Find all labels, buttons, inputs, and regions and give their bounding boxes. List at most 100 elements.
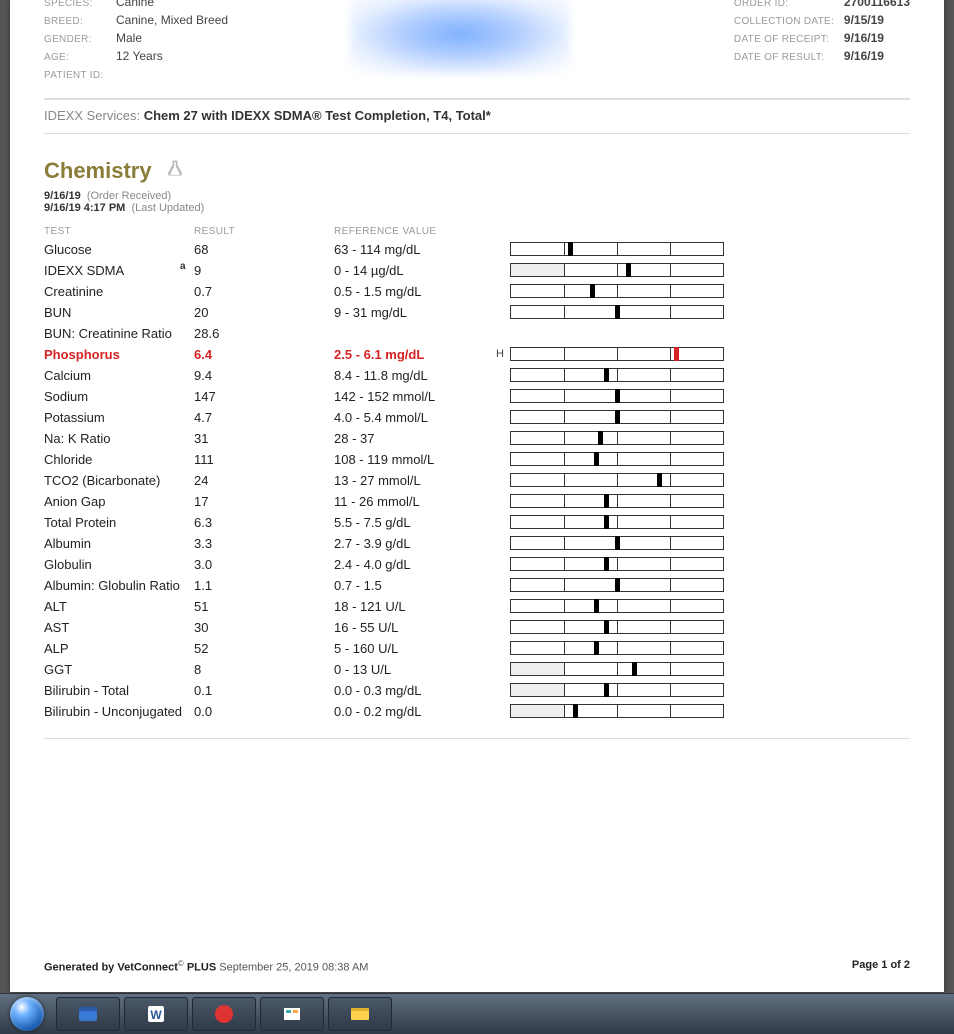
- test-reference: 0.0 - 0.3 mg/dL: [334, 683, 494, 698]
- test-reference: 108 - 119 mmol/L: [334, 452, 494, 467]
- value-marker: [604, 620, 609, 634]
- value-marker: [598, 431, 603, 445]
- test-result: 0.7: [194, 284, 334, 299]
- test-result: 31: [194, 431, 334, 446]
- orderid-value: 2700116613: [844, 0, 910, 9]
- test-result: 3.0: [194, 557, 334, 572]
- test-reference: 2.7 - 3.9 g/dL: [334, 536, 494, 551]
- test-name: Anion Gap: [44, 494, 194, 509]
- test-reference: 5 - 160 U/L: [334, 641, 494, 656]
- range-bar: [510, 473, 724, 487]
- patientid-label: PATIENT ID:: [44, 67, 116, 84]
- test-reference: 63 - 114 mg/dL: [334, 242, 494, 257]
- section-meta: 9/16/19 (Order Received) 9/16/19 4:17 PM…: [44, 190, 910, 214]
- range-bar-wrap: [494, 515, 724, 529]
- test-name: Glucose: [44, 242, 194, 257]
- range-bar: [510, 347, 724, 361]
- test-name: Globulin: [44, 557, 194, 572]
- test-reference: 16 - 55 U/L: [334, 620, 494, 635]
- test-result: 0.1: [194, 683, 334, 698]
- range-bar: [510, 368, 724, 382]
- range-bar: [510, 599, 724, 613]
- th-ref: REFERENCE VALUE: [334, 226, 494, 237]
- table-row: Albumin: Globulin Ratio1.10.7 - 1.5: [44, 575, 910, 596]
- th-result: RESULT: [194, 226, 334, 237]
- section-title: Chemistry: [44, 158, 910, 184]
- test-result: 68: [194, 242, 334, 257]
- range-bar: [510, 683, 724, 697]
- table-row: ALP525 - 160 U/L: [44, 638, 910, 659]
- range-bar-wrap: [494, 452, 724, 466]
- test-result: 6.4: [194, 347, 334, 362]
- value-marker: [594, 641, 599, 655]
- taskbar-app-1[interactable]: [56, 997, 120, 1031]
- taskbar-app-4[interactable]: [260, 997, 324, 1031]
- value-marker: [604, 494, 609, 508]
- range-bar: [510, 452, 724, 466]
- range-bar-wrap: [494, 431, 724, 445]
- table-row: BUN: Creatinine Ratio28.6: [44, 323, 910, 344]
- gen-plus: PLUS: [184, 962, 219, 974]
- test-name: Albumin: [44, 536, 194, 551]
- test-reference: 2.4 - 4.0 g/dL: [334, 557, 494, 572]
- range-bar: [510, 557, 724, 571]
- table-row: Calcium9.48.4 - 11.8 mg/dL: [44, 365, 910, 386]
- recpt-value: 9/16/19: [844, 31, 884, 45]
- range-bar: [510, 410, 724, 424]
- range-bar-wrap: [494, 557, 724, 571]
- range-bar: [510, 515, 724, 529]
- test-reference: 28 - 37: [334, 431, 494, 446]
- range-bar-wrap: [494, 389, 724, 403]
- test-name: TCO2 (Bicarbonate): [44, 473, 194, 488]
- range-bar: [510, 389, 724, 403]
- test-name: Sodium: [44, 389, 194, 404]
- gen-ts: September 25, 2019 08:38 AM: [219, 962, 368, 974]
- table-row: IDEXX SDMAa90 - 14 µg/dL: [44, 260, 910, 281]
- test-name: Bilirubin - Unconjugated: [44, 704, 194, 719]
- coll-value: 9/15/19: [844, 13, 884, 27]
- range-bar-wrap: [494, 473, 724, 487]
- results-table: Glucose6863 - 114 mg/dL IDEXX SDMAa90 - 1…: [44, 239, 910, 722]
- generated-by: Generated by VetConnect© PLUS September …: [44, 959, 368, 974]
- range-bar: [510, 662, 724, 676]
- test-result: 17: [194, 494, 334, 509]
- test-name: ALP: [44, 641, 194, 656]
- test-reference: 5.5 - 7.5 g/dL: [334, 515, 494, 530]
- divider: [44, 738, 910, 739]
- value-marker: [615, 536, 620, 550]
- services-label: IDEXX Services:: [44, 108, 144, 123]
- table-row: Albumin3.32.7 - 3.9 g/dL: [44, 533, 910, 554]
- test-name: Bilirubin - Total: [44, 683, 194, 698]
- value-marker: [590, 284, 595, 298]
- test-name: IDEXX SDMA: [44, 263, 194, 278]
- range-bar: [510, 536, 724, 550]
- result-superscript: a: [180, 261, 186, 272]
- test-reference: 142 - 152 mmol/L: [334, 389, 494, 404]
- taskbar[interactable]: W: [0, 993, 954, 1034]
- test-result: 20: [194, 305, 334, 320]
- taskbar-app-2[interactable]: W: [124, 997, 188, 1031]
- test-name: Total Protein: [44, 515, 194, 530]
- value-marker: [604, 515, 609, 529]
- value-marker: [573, 704, 578, 718]
- range-bar: [510, 494, 724, 508]
- test-result: 0.0: [194, 704, 334, 719]
- services-text: Chem 27 with IDEXX SDMA® Test Completion…: [144, 108, 491, 123]
- taskbar-app-3[interactable]: [192, 997, 256, 1031]
- range-bar: [510, 305, 724, 319]
- taskbar-app-5[interactable]: [328, 997, 392, 1031]
- range-bar: [510, 284, 724, 298]
- value-marker: [568, 242, 573, 256]
- range-bar-wrap: [494, 410, 724, 424]
- table-row: Na: K Ratio3128 - 37: [44, 428, 910, 449]
- breed-label: BREED:: [44, 13, 116, 30]
- test-result: 3.3: [194, 536, 334, 551]
- start-button[interactable]: [0, 994, 54, 1034]
- lab-report-page: SPECIES:Canine BREED:Canine, Mixed Breed…: [10, 0, 944, 992]
- value-marker: [657, 473, 662, 487]
- test-name: Chloride: [44, 452, 194, 467]
- value-marker: [615, 389, 620, 403]
- result-value: 9/16/19: [844, 49, 884, 63]
- range-bar: [510, 263, 724, 277]
- test-name: Potassium: [44, 410, 194, 425]
